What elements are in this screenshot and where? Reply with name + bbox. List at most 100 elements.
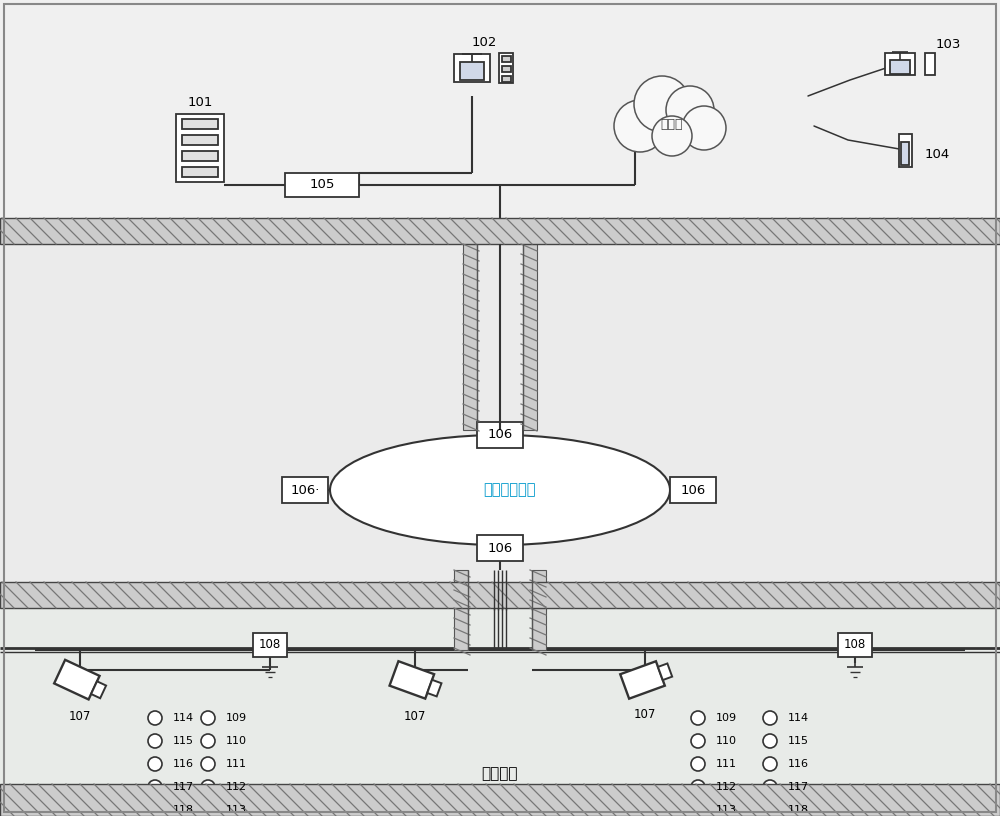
Circle shape xyxy=(763,803,777,816)
Circle shape xyxy=(148,711,162,725)
Text: 矿用以太环网: 矿用以太环网 xyxy=(484,482,536,498)
Circle shape xyxy=(763,757,777,771)
Circle shape xyxy=(148,757,162,771)
Text: 118: 118 xyxy=(788,805,809,815)
Bar xyxy=(523,244,537,430)
Circle shape xyxy=(666,86,714,134)
Text: 108: 108 xyxy=(259,638,281,651)
Bar xyxy=(901,141,909,165)
Circle shape xyxy=(148,803,162,816)
Text: 108: 108 xyxy=(844,638,866,651)
Text: 114: 114 xyxy=(173,713,194,723)
Ellipse shape xyxy=(330,435,670,545)
Text: 106: 106 xyxy=(680,484,706,496)
Bar xyxy=(427,680,441,696)
Bar xyxy=(670,477,716,503)
Circle shape xyxy=(691,711,705,725)
Text: 110: 110 xyxy=(226,736,247,746)
Bar xyxy=(0,0,1000,218)
Bar xyxy=(502,56,511,62)
Text: 106: 106 xyxy=(487,428,513,441)
Text: 117: 117 xyxy=(788,782,809,792)
Bar xyxy=(390,661,434,698)
Bar xyxy=(285,173,359,197)
Text: 107: 107 xyxy=(404,709,426,722)
Circle shape xyxy=(201,734,215,748)
Bar xyxy=(182,119,218,129)
Bar xyxy=(0,608,1000,784)
Text: 112: 112 xyxy=(716,782,737,792)
Text: 109: 109 xyxy=(716,713,737,723)
Bar xyxy=(182,167,218,177)
Text: 116: 116 xyxy=(788,759,809,769)
Circle shape xyxy=(763,780,777,794)
Bar xyxy=(620,661,665,698)
Circle shape xyxy=(201,780,215,794)
Text: 118: 118 xyxy=(173,805,194,815)
Text: 109: 109 xyxy=(226,713,247,723)
Bar xyxy=(502,66,511,72)
Circle shape xyxy=(201,757,215,771)
Bar xyxy=(477,422,523,448)
Bar xyxy=(658,663,672,680)
Text: 113: 113 xyxy=(716,805,737,815)
Bar xyxy=(499,53,513,83)
Bar xyxy=(0,218,1000,244)
Text: 102: 102 xyxy=(471,36,497,48)
Text: 105: 105 xyxy=(309,179,335,192)
Text: 112: 112 xyxy=(226,782,247,792)
Bar xyxy=(502,76,511,82)
Circle shape xyxy=(652,116,692,156)
Bar xyxy=(91,681,106,698)
Text: 101: 101 xyxy=(187,95,213,109)
Text: 111: 111 xyxy=(716,759,737,769)
Text: 106·: 106· xyxy=(290,484,320,496)
Bar xyxy=(176,114,224,182)
Circle shape xyxy=(634,76,690,132)
Circle shape xyxy=(691,780,705,794)
Circle shape xyxy=(763,711,777,725)
Circle shape xyxy=(148,734,162,748)
Bar xyxy=(454,54,490,82)
Bar xyxy=(0,582,1000,608)
Bar xyxy=(477,535,523,561)
Text: 井下巧道: 井下巧道 xyxy=(482,766,518,782)
Text: 116: 116 xyxy=(173,759,194,769)
Bar xyxy=(282,477,328,503)
Bar xyxy=(182,135,218,145)
Text: 106: 106 xyxy=(487,542,513,555)
Text: 117: 117 xyxy=(173,782,194,792)
Circle shape xyxy=(691,803,705,816)
Bar xyxy=(0,784,1000,816)
Bar xyxy=(460,62,484,80)
Text: 113: 113 xyxy=(226,805,247,815)
Text: 111: 111 xyxy=(226,759,247,769)
Circle shape xyxy=(614,100,666,152)
Bar xyxy=(532,570,546,610)
Bar xyxy=(0,784,1000,816)
Text: 114: 114 xyxy=(788,713,809,723)
Text: 107: 107 xyxy=(69,709,91,722)
Circle shape xyxy=(691,734,705,748)
Circle shape xyxy=(682,106,726,150)
Bar xyxy=(463,244,477,430)
Text: 115: 115 xyxy=(173,736,194,746)
Text: 104: 104 xyxy=(925,149,950,162)
Bar xyxy=(182,151,218,161)
Bar xyxy=(253,633,287,657)
Bar xyxy=(925,53,935,75)
Text: 103: 103 xyxy=(936,38,961,51)
Bar xyxy=(54,660,100,699)
Bar xyxy=(885,53,915,75)
Circle shape xyxy=(691,757,705,771)
Circle shape xyxy=(763,734,777,748)
Text: 115: 115 xyxy=(788,736,809,746)
Bar xyxy=(454,570,468,610)
Circle shape xyxy=(201,711,215,725)
Bar xyxy=(532,608,546,650)
Bar xyxy=(890,60,910,74)
Bar xyxy=(838,633,872,657)
Circle shape xyxy=(201,803,215,816)
Text: 107: 107 xyxy=(634,707,656,721)
Text: 110: 110 xyxy=(716,736,737,746)
